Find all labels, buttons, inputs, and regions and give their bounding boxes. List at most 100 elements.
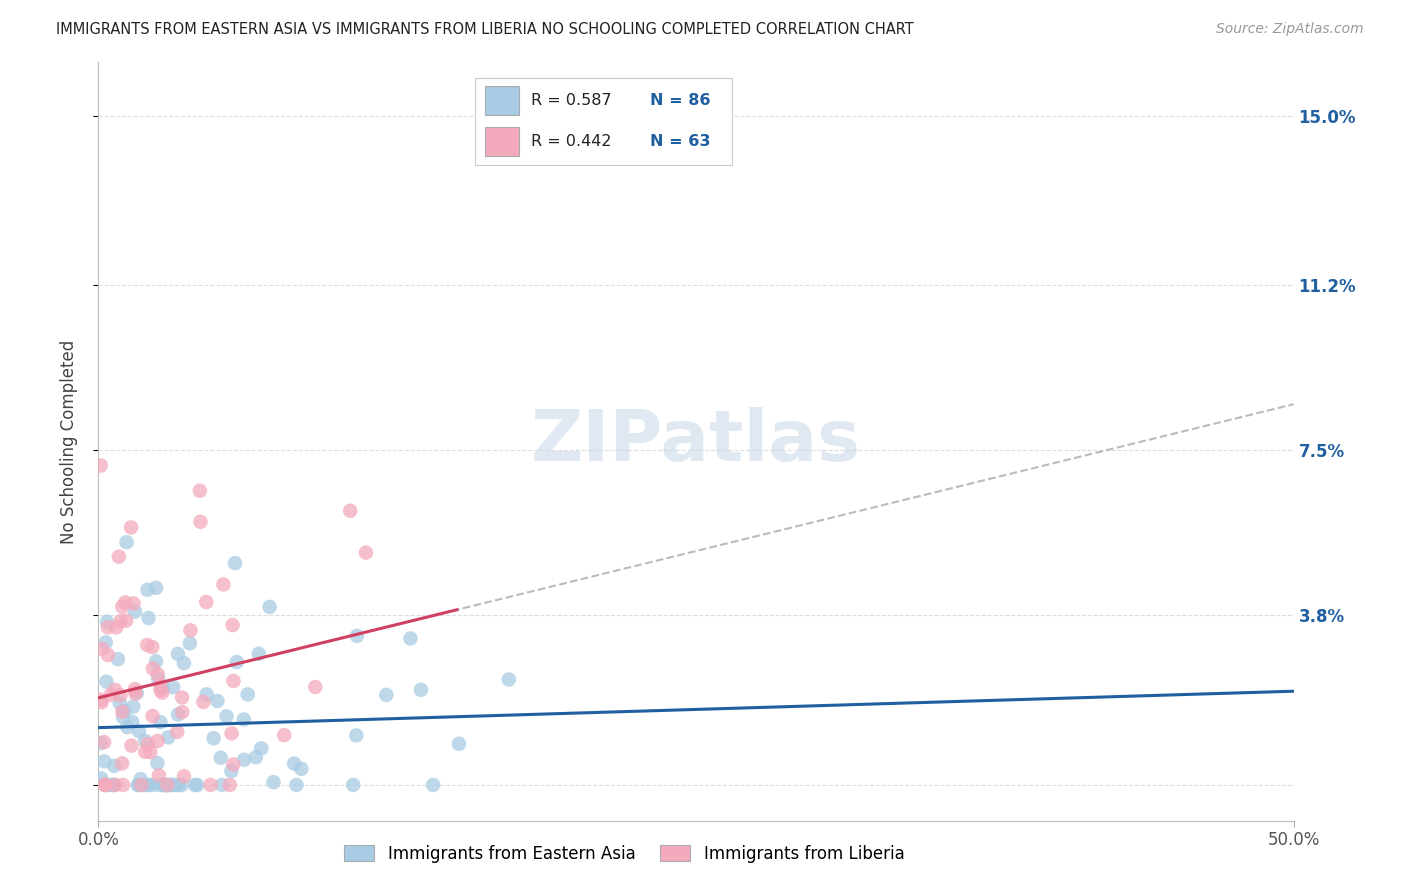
Point	[103, 778, 125, 792]
Point	[149, 678, 172, 692]
Point	[142, 661, 165, 675]
Point	[127, 778, 149, 792]
Point	[498, 673, 520, 687]
Point	[172, 705, 194, 719]
Point	[195, 595, 218, 609]
Point	[90, 736, 112, 750]
Point	[90, 772, 112, 786]
Point	[422, 778, 444, 792]
Point	[159, 778, 181, 792]
Point	[120, 520, 142, 534]
Point	[145, 654, 167, 668]
Point	[108, 549, 131, 564]
Point	[170, 778, 193, 792]
Point	[121, 714, 143, 729]
Point	[273, 728, 295, 742]
Point	[110, 688, 132, 702]
Point	[134, 745, 156, 759]
Legend: Immigrants from Eastern Asia, Immigrants from Liberia: Immigrants from Eastern Asia, Immigrants…	[337, 838, 911, 869]
Point	[115, 614, 138, 628]
Point	[148, 768, 170, 782]
Point	[162, 680, 184, 694]
Point	[156, 778, 179, 792]
Point	[247, 647, 270, 661]
Point	[173, 656, 195, 670]
Point	[209, 750, 232, 764]
Point	[375, 688, 398, 702]
Point	[136, 737, 159, 751]
Point	[104, 682, 127, 697]
Text: Source: ZipAtlas.com: Source: ZipAtlas.com	[1216, 22, 1364, 37]
Point	[149, 683, 172, 698]
Point	[124, 682, 146, 697]
Point	[108, 696, 131, 710]
Point	[97, 620, 120, 634]
Point	[149, 715, 172, 730]
Point	[221, 764, 243, 779]
Point	[346, 629, 368, 643]
Point	[103, 759, 125, 773]
Point	[188, 483, 211, 498]
Point	[93, 755, 115, 769]
Point	[90, 693, 112, 707]
Point	[150, 778, 173, 792]
Point	[148, 672, 170, 686]
Point	[146, 734, 169, 748]
Point	[93, 735, 115, 749]
Point	[160, 778, 183, 792]
Point	[153, 778, 176, 792]
Point	[232, 713, 254, 727]
Point	[263, 775, 285, 789]
Point	[112, 704, 135, 718]
Point	[354, 545, 377, 559]
Point	[124, 687, 146, 701]
Point	[103, 778, 125, 792]
Point	[127, 778, 149, 792]
Point	[172, 690, 194, 705]
Point	[190, 515, 212, 529]
Point	[115, 535, 138, 549]
Point	[152, 681, 174, 695]
Point	[110, 614, 132, 628]
Point	[224, 556, 246, 570]
Point	[132, 778, 155, 792]
Point	[167, 647, 190, 661]
Point	[155, 778, 177, 792]
Point	[90, 695, 112, 709]
Point	[94, 778, 117, 792]
Point	[339, 504, 361, 518]
Point	[162, 778, 184, 792]
Point	[222, 757, 245, 772]
Point	[167, 778, 190, 792]
Point	[259, 599, 281, 614]
Point	[173, 769, 195, 783]
Point	[136, 638, 159, 652]
Point	[290, 762, 312, 776]
Point	[142, 709, 165, 723]
Point	[285, 778, 308, 792]
Point	[202, 731, 225, 746]
Point	[236, 688, 259, 702]
Point	[96, 674, 118, 689]
Point	[105, 620, 128, 634]
Point	[97, 778, 120, 792]
Point	[342, 778, 364, 792]
Point	[146, 667, 169, 681]
Point	[212, 577, 235, 591]
Point	[245, 750, 267, 764]
Point	[447, 737, 470, 751]
Point	[107, 652, 129, 666]
Point	[215, 709, 238, 723]
Point	[225, 655, 247, 669]
Point	[399, 632, 422, 646]
Point	[111, 756, 134, 771]
Point	[221, 726, 243, 740]
Point	[179, 624, 201, 638]
Point	[211, 778, 233, 792]
Text: IMMIGRANTS FROM EASTERN ASIA VS IMMIGRANTS FROM LIBERIA NO SCHOOLING COMPLETED C: IMMIGRANTS FROM EASTERN ASIA VS IMMIGRAN…	[56, 22, 914, 37]
Point	[134, 734, 156, 748]
Point	[136, 582, 159, 597]
Point	[131, 778, 153, 792]
Point	[186, 778, 208, 792]
Point	[97, 648, 120, 662]
